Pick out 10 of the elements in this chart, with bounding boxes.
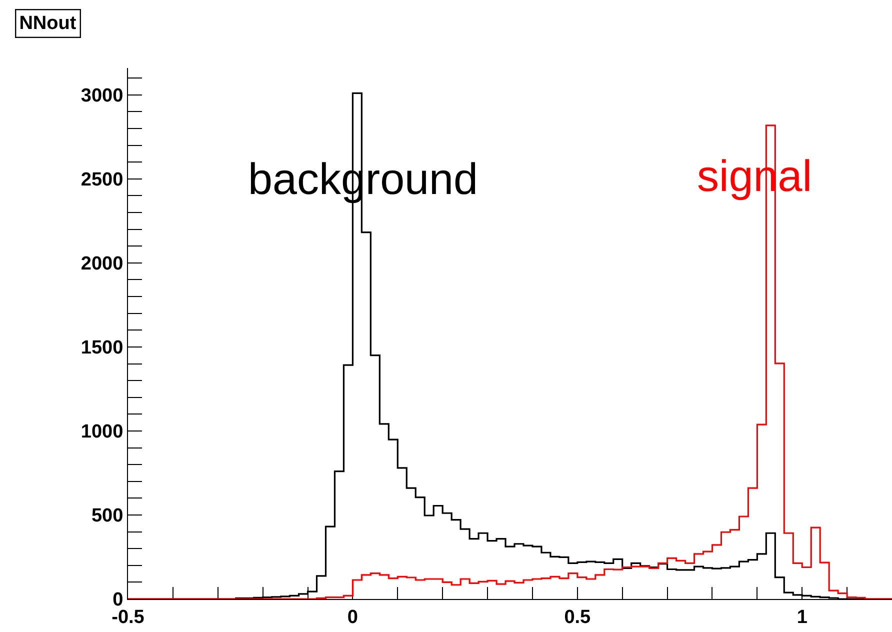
y-tick-label: 2000 <box>80 254 124 275</box>
chart-title: NNout <box>19 13 77 34</box>
y-tick-label: 1000 <box>80 422 124 443</box>
y-tick-label: 2500 <box>80 170 124 191</box>
y-tick-label: 3000 <box>80 86 124 107</box>
y-tick-label: 500 <box>91 506 124 527</box>
x-tick-label: 1 <box>796 606 808 628</box>
x-tick-label: 0 <box>347 606 358 628</box>
x-tick-label: 0.5 <box>564 606 592 628</box>
y-tick-label: 1500 <box>80 338 124 359</box>
